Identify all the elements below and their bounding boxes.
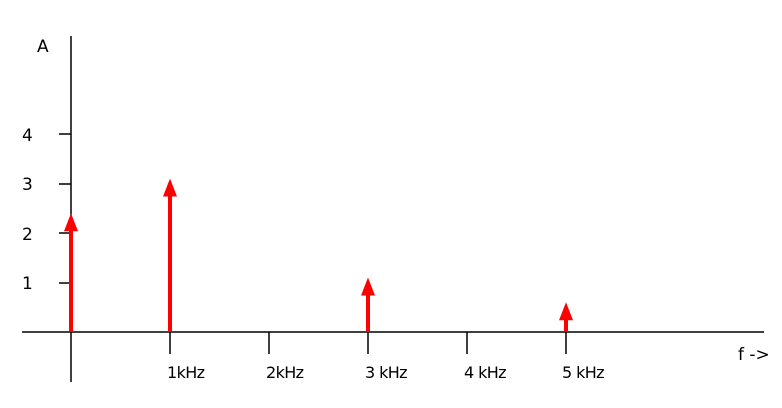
arrow-head-2: [163, 178, 177, 197]
y-axis-label: A: [37, 37, 49, 57]
arrow-head-1: [64, 213, 78, 232]
y-tick-label-1: 1: [22, 274, 33, 294]
arrow-head-4: [559, 302, 573, 321]
x-tick-label-2: 2kHz: [266, 363, 304, 382]
x-tick-label-5: 5 kHz: [562, 363, 604, 382]
arrow-head-3: [361, 277, 375, 296]
y-tick-label-4: 4: [22, 126, 33, 146]
y-tick-label-2: 2: [22, 225, 33, 245]
x-axis-label: f ->: [738, 345, 770, 365]
spectral-lines: [64, 178, 573, 332]
x-tick-label-1: 1kHz: [167, 363, 205, 382]
x-tick-label-4: 4 kHz: [464, 363, 506, 382]
x-tick-label-3: 3 kHz: [365, 363, 407, 382]
y-tick-label-3: 3: [22, 175, 33, 195]
